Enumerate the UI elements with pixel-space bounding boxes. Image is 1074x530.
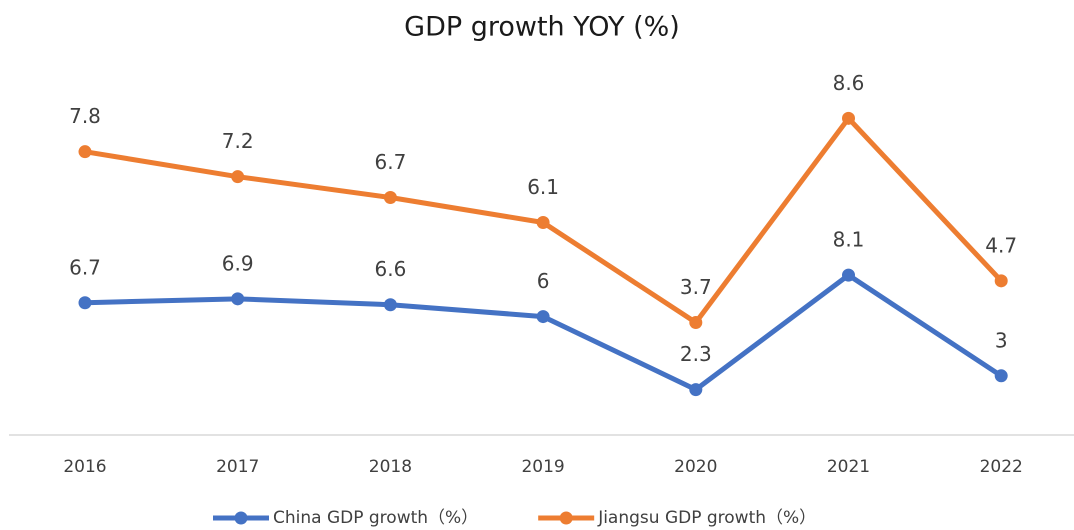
data-label: 6.1 bbox=[527, 175, 559, 199]
point bbox=[842, 111, 855, 125]
point bbox=[383, 298, 397, 312]
point bbox=[689, 316, 703, 329]
data-label: 6.9 bbox=[222, 251, 254, 275]
data-label: 7.2 bbox=[222, 129, 254, 153]
x-tick-label: 2019 bbox=[521, 457, 564, 477]
x-tick-label: 2020 bbox=[674, 457, 717, 477]
point bbox=[231, 170, 245, 184]
chart-title: GDP growth YOY (%) bbox=[404, 12, 680, 43]
point bbox=[383, 191, 397, 204]
data-label: 8.1 bbox=[833, 228, 865, 252]
x-tick-label: 2021 bbox=[827, 457, 870, 477]
point bbox=[536, 216, 550, 229]
data-label: 6.7 bbox=[69, 255, 101, 279]
x-tick-label: 2017 bbox=[216, 457, 259, 477]
legend-label: China GDP growth（%） bbox=[273, 508, 478, 528]
data-label: 6 bbox=[537, 269, 550, 293]
data-label: 6.7 bbox=[374, 150, 406, 174]
data-label: 7.8 bbox=[69, 104, 101, 128]
point bbox=[842, 268, 855, 282]
x-tick-label: 2016 bbox=[63, 457, 106, 477]
legend-label: Jiangsu GDP growth（%） bbox=[597, 508, 816, 528]
point bbox=[536, 310, 550, 324]
data-label: 6.6 bbox=[374, 257, 406, 281]
point bbox=[994, 274, 1008, 288]
x-tick-label: 2022 bbox=[980, 457, 1023, 477]
data-label: 8.6 bbox=[833, 71, 865, 95]
data-label: 4.7 bbox=[985, 233, 1017, 257]
data-label: 3.7 bbox=[680, 275, 712, 299]
x-tick-label: 2018 bbox=[369, 457, 412, 477]
point bbox=[994, 369, 1008, 383]
data-label: 3 bbox=[995, 328, 1008, 352]
point bbox=[231, 292, 245, 306]
data-label: 2.3 bbox=[680, 342, 712, 366]
legend-marker bbox=[234, 511, 248, 525]
point bbox=[78, 296, 92, 310]
legend-marker bbox=[559, 511, 573, 525]
point bbox=[78, 145, 92, 159]
point bbox=[689, 383, 703, 397]
